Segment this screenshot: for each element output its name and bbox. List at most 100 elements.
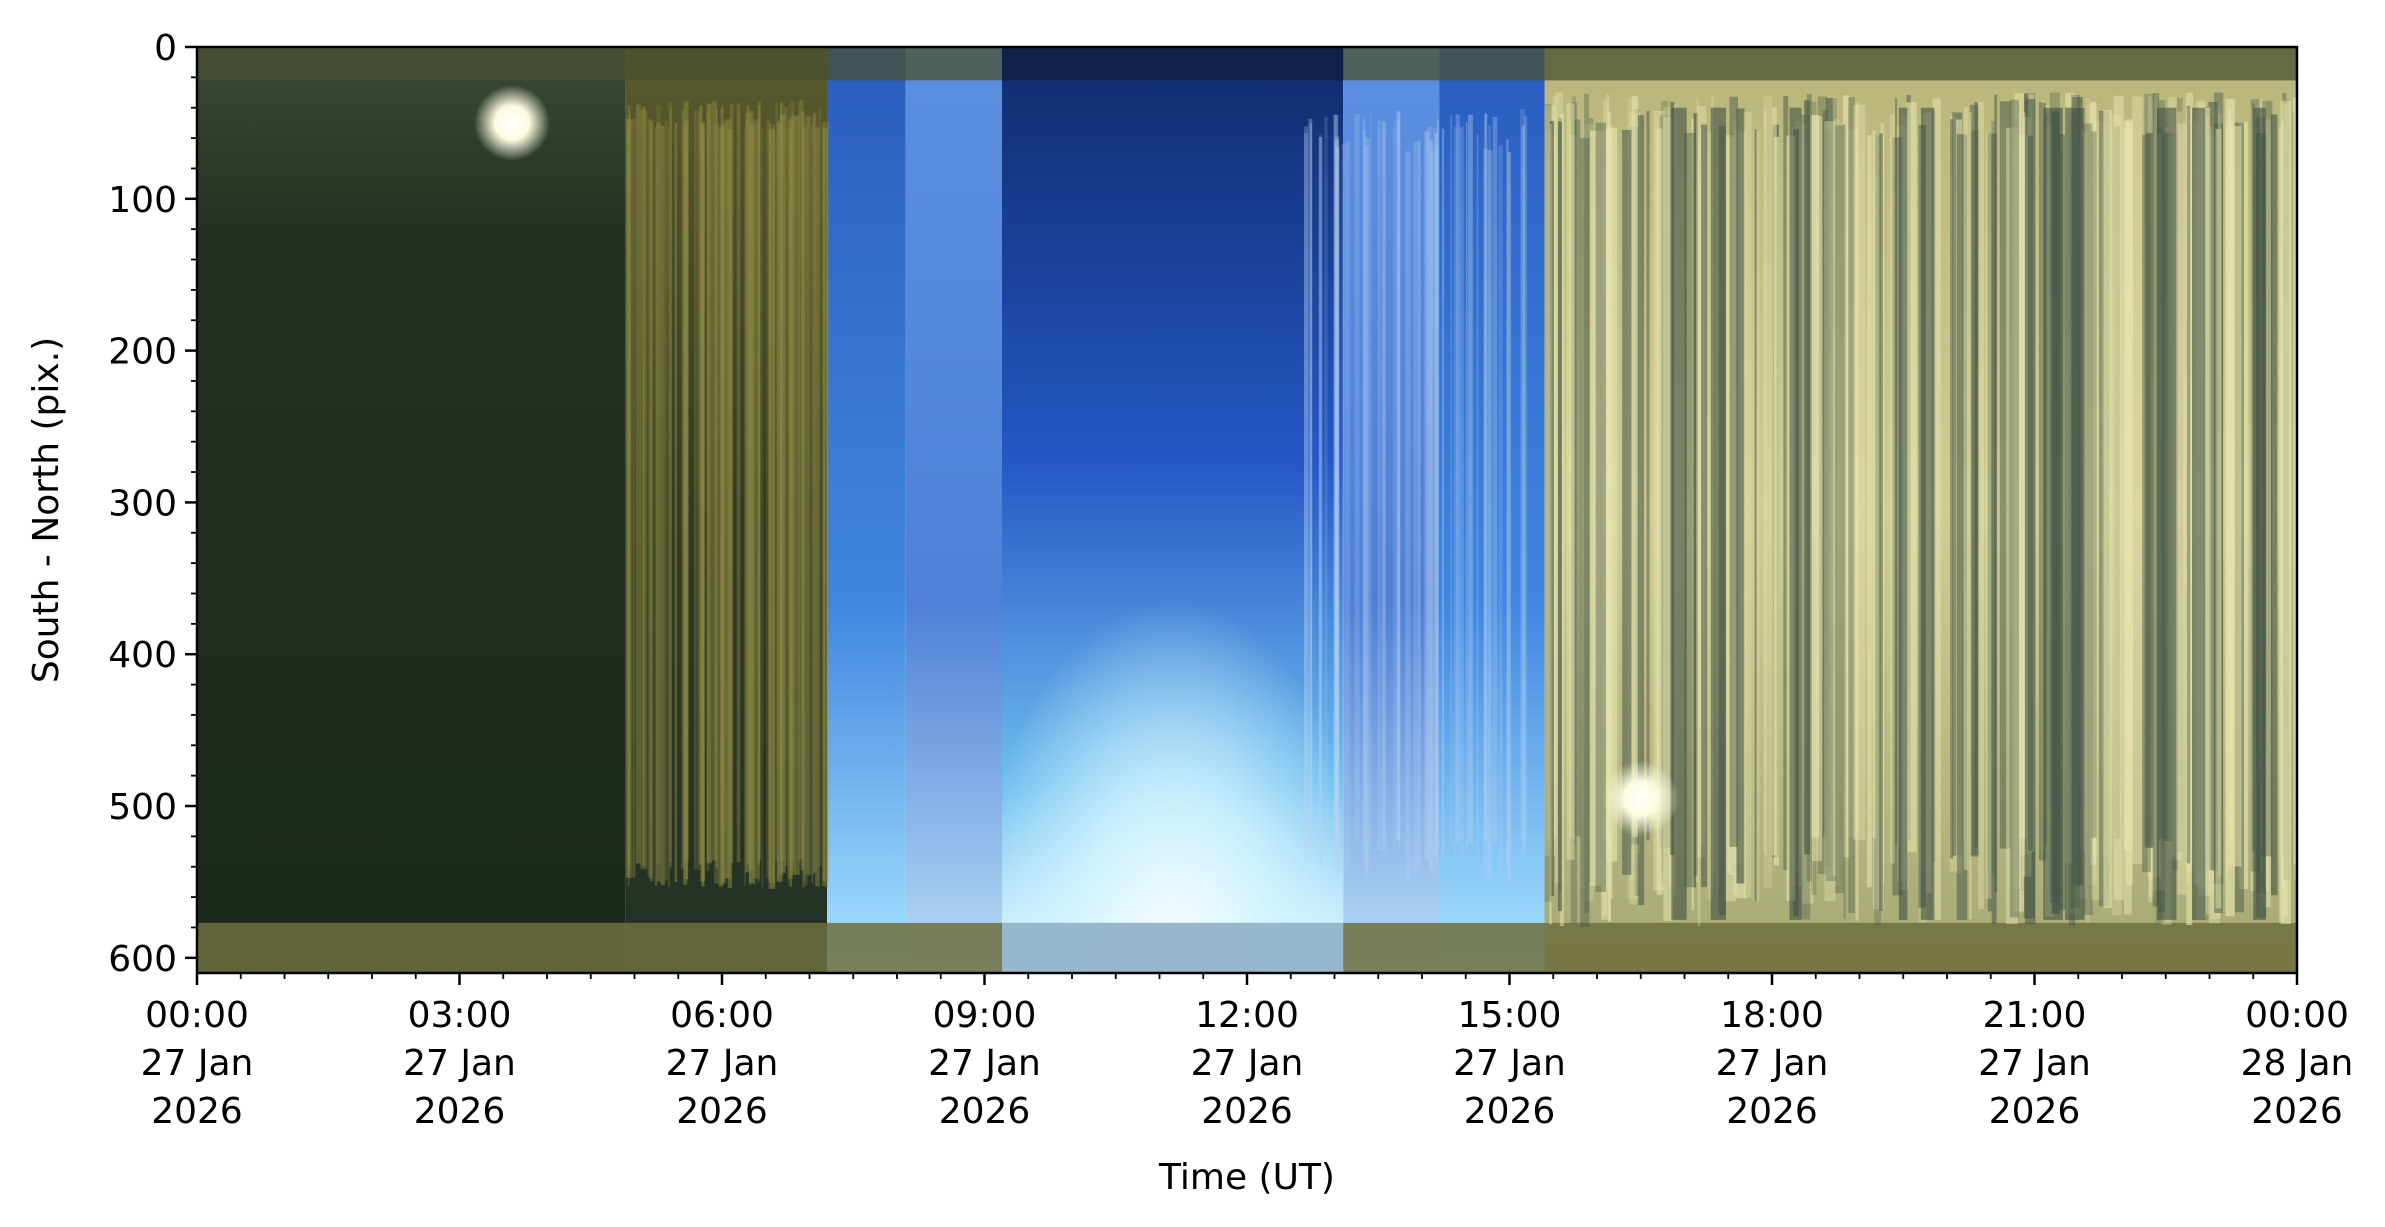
cloud-streak <box>745 113 749 873</box>
cloud-streak <box>815 127 820 887</box>
cloud-streak <box>1434 133 1439 863</box>
cloud-streak <box>794 115 797 875</box>
cloud-streak <box>720 123 722 883</box>
cloud-gap <box>2043 107 2063 920</box>
cloud-streak <box>714 124 720 884</box>
cloud-streak <box>1424 130 1428 860</box>
cloud-streak <box>1804 100 1811 855</box>
cloud-streak <box>1430 150 1435 880</box>
cloud-streak <box>1707 132 1714 901</box>
cloud-streak <box>1426 126 1433 856</box>
cloud-streak <box>2009 99 2020 918</box>
y-tick-label: 100 <box>108 180 177 221</box>
cloud-streak <box>1631 96 1638 838</box>
cloud-streak <box>1549 120 1555 897</box>
cloud-streak <box>1324 116 1328 846</box>
cloud-streak <box>642 106 646 866</box>
x-axis: 00:00 27 Jan 2026 03:00 27 Jan 2026 06:00 27 Ja… <box>141 973 2353 1132</box>
cloud-streak <box>2152 93 2160 907</box>
cloud-streak <box>803 121 807 881</box>
cloud-streak <box>1557 121 1562 912</box>
cloud-streak <box>1697 136 1701 926</box>
cloud-streak <box>1969 112 1972 920</box>
cloud-streak <box>796 114 799 874</box>
cloud-streak <box>748 112 752 872</box>
cloud-streak <box>748 124 755 884</box>
cloud-streak <box>1656 128 1663 895</box>
cloud-streak <box>1580 138 1590 927</box>
cloud-streak <box>1866 135 1872 888</box>
cloud-streak <box>2086 98 2090 923</box>
cloud-streak <box>1874 136 1882 926</box>
cloud-streak <box>1377 120 1382 850</box>
cloud-streaks <box>625 92 2297 927</box>
y-tick-label: 400 <box>108 635 177 676</box>
cloud-streak <box>1303 133 1309 862</box>
cloud-streak <box>1892 137 1903 896</box>
cloud-streak <box>2293 98 2297 880</box>
cloud-streak <box>1736 108 1745 884</box>
cloud-streak <box>1832 97 1837 876</box>
cloud-streak <box>800 111 805 871</box>
day-horizon-glow <box>1002 350 1344 973</box>
cloud-streak <box>1889 114 1895 864</box>
x-tick-label: 00:00 27 Jan 2026 <box>141 995 254 1132</box>
cloud-streak <box>1763 96 1773 888</box>
cloud-streak <box>2006 127 2018 924</box>
cloud-streak <box>2215 128 2222 909</box>
cloud-streak <box>811 124 814 884</box>
cloud-streak <box>1684 132 1697 888</box>
cloud-streak <box>2091 131 2097 838</box>
cloud-streak <box>643 110 648 870</box>
cloud-streak <box>743 127 747 887</box>
cloud-streak <box>1693 112 1698 876</box>
cloud-streak <box>712 101 717 861</box>
cloud-streak <box>1743 111 1752 899</box>
cloud-streak <box>2239 121 2249 889</box>
cloud-streak <box>752 124 756 884</box>
cloud-streak <box>1429 140 1433 870</box>
cloud-streak <box>682 125 688 885</box>
cloud-streak <box>1492 116 1498 846</box>
cloud-streak <box>784 106 789 866</box>
cloud-streak <box>1396 111 1401 841</box>
cloud-streak <box>789 115 795 875</box>
cloud-streak <box>1956 134 1968 920</box>
cloud-streak <box>777 120 780 880</box>
cloud-streak <box>1701 124 1708 888</box>
cloud-streak <box>1754 129 1757 901</box>
cloud-streak <box>1606 127 1618 862</box>
cloud-streak <box>1468 114 1473 844</box>
x-tick-label: 06:00 27 Jan 2026 <box>666 995 779 1132</box>
cloud-streak <box>635 104 641 864</box>
cloud-streak <box>2271 114 2278 896</box>
cloud-streak <box>668 102 673 862</box>
cloud-streak <box>2263 119 2271 908</box>
sun-spot <box>1602 760 1679 837</box>
cloud-streak <box>628 119 633 879</box>
cloud-streak <box>1566 103 1575 860</box>
features <box>474 84 1679 837</box>
band-twilight <box>827 47 906 973</box>
cloud-streak <box>718 127 723 887</box>
cloud-streak <box>1397 118 1401 848</box>
cloud-streak <box>1601 130 1611 920</box>
cloud-streak <box>1465 122 1468 851</box>
cloud-streak <box>822 121 826 881</box>
cloud-streak <box>813 113 817 873</box>
cloud-streak <box>1341 144 1346 873</box>
cloud-streak <box>685 120 688 880</box>
cloud-streak <box>1364 146 1369 876</box>
cloud-streak <box>1498 145 1503 874</box>
cloud-streak <box>1405 151 1411 880</box>
cloud-streak <box>654 126 658 886</box>
cloud-streak <box>1895 98 1898 845</box>
cloud-streak <box>669 108 672 868</box>
cloud-streak <box>706 112 710 872</box>
cloud-streak <box>804 115 810 875</box>
cloud-streak <box>1362 130 1367 860</box>
cloud-streak <box>761 127 764 887</box>
y-axis-label: South - North (pix.) <box>26 337 67 683</box>
cloud-streak <box>628 110 631 870</box>
y-tick-label: 200 <box>108 332 177 373</box>
